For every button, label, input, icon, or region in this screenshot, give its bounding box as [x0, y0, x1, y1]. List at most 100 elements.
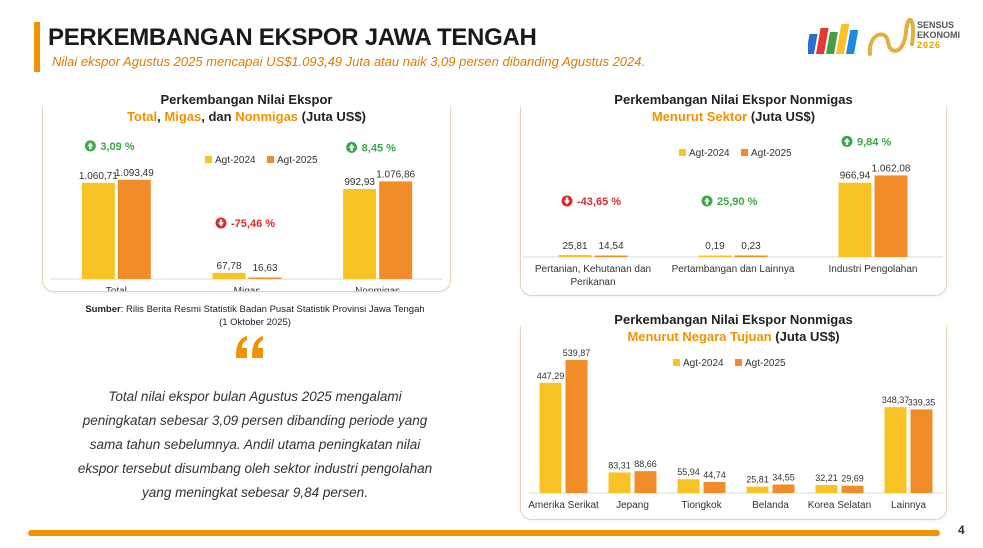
x-tick-label: Industri Pengolahan	[829, 264, 918, 275]
bar-total-agt-2024	[81, 182, 115, 279]
bar-tiongkok-agt-2025	[703, 481, 726, 493]
data-label: 0,19	[705, 241, 725, 252]
chart-title: Perkembangan Nilai Ekspor Nonmigas Menur…	[521, 311, 946, 345]
chart-panel-sektor: Perkembangan Nilai Ekspor Nonmigas Menur…	[520, 91, 947, 296]
change-arrow-icon	[564, 197, 570, 205]
bar-lainnya-agt-2024	[884, 407, 907, 493]
bar-pertambangan-dan-lainnya-agt-2024	[698, 255, 732, 257]
legend-label-agt-2024: Agt-2024	[689, 148, 730, 159]
bar-pertanian-kehutanan-dan-perikanan-agt-2025	[594, 255, 628, 257]
data-label: 29,69	[841, 474, 864, 484]
bar-korea-selatan-agt-2025	[841, 485, 864, 493]
quote-icon	[236, 336, 263, 358]
change-arrow-icon	[87, 142, 94, 150]
x-tick-label: Migas	[234, 286, 261, 291]
data-label: 44,74	[703, 470, 726, 480]
footer-bar	[28, 530, 940, 536]
bar-amerika-serikat-agt-2024	[539, 382, 562, 493]
data-label: 1.062,08	[872, 163, 911, 174]
page-subtitle: Nilai ekspor Agustus 2025 mencapai US$1.…	[52, 54, 646, 69]
chart-panel-total: Perkembangan Nilai Ekspor Total, Migas, …	[42, 91, 451, 292]
sensus-ekonomi-logo-icon	[808, 17, 916, 56]
change-arrow-icon	[704, 197, 710, 205]
bar-amerika-serikat-agt-2025	[565, 359, 588, 493]
change-label: 9,84 %	[857, 136, 891, 148]
change-label: 3,09 %	[100, 141, 134, 153]
change-arrow-icon	[218, 219, 224, 227]
change-arrow-icon	[348, 143, 355, 151]
legend-label-agt-2025: Agt-2025	[745, 358, 786, 369]
legend-label-agt-2025: Agt-2025	[277, 155, 318, 166]
data-label: 1.060,71	[79, 171, 118, 182]
legend-label-agt-2025: Agt-2025	[751, 148, 792, 159]
data-label: 34,55	[772, 472, 795, 482]
title-accent-bar	[34, 22, 40, 72]
change-arrow-icon	[844, 137, 850, 145]
legend-swatch-agt-2024	[205, 156, 212, 163]
chart-title: Perkembangan Nilai Ekspor Nonmigas Menur…	[521, 91, 946, 125]
data-label: 16,63	[252, 263, 277, 274]
x-tick-label: Lainnya	[891, 500, 926, 511]
x-tick-label: Tiongkok	[681, 500, 722, 511]
x-tick-label: Pertanian, Kehutanan dan	[535, 264, 651, 275]
data-label: 83,31	[608, 460, 631, 470]
bar-belanda-agt-2024	[746, 486, 769, 493]
data-label: 0,23	[741, 241, 761, 252]
source-note: Sumber: Rilis Berita Resmi Statistik Bad…	[85, 304, 425, 328]
bar-belanda-agt-2025	[772, 484, 795, 493]
chart-sektor: Agt-2024 Agt-2025 25,81 14,54 Pertanian, Keh…	[523, 135, 943, 288]
legend-label-agt-2024: Agt-2024	[215, 155, 256, 166]
bar-pertanian-kehutanan-dan-perikanan-agt-2024	[558, 255, 592, 257]
x-tick-label: Perikanan	[570, 277, 615, 288]
data-label: 88,66	[634, 459, 657, 469]
change-label: -75,46 %	[231, 218, 275, 230]
bar-tiongkok-agt-2024	[677, 479, 700, 493]
logo-text: SENSUS EKONOMI 2026	[917, 20, 961, 50]
bar-nonmigas-agt-2024	[343, 188, 377, 279]
x-tick-label: Nonmigas	[355, 286, 400, 291]
bar-nonmigas-agt-2025	[379, 181, 413, 279]
summary-quote: Total nilai ekspor bulan Agustus 2025 me…	[77, 389, 433, 500]
x-tick-label: Pertambangan dan Lainnya	[672, 264, 795, 275]
chart-negara-tujuan: Agt-2024 Agt-2025 447,29 539,87 Amerika Seri…	[528, 348, 943, 511]
data-label: 25,81	[562, 241, 587, 252]
bar-pertambangan-dan-lainnya-agt-2025	[734, 255, 768, 257]
change-label: 8,45 %	[362, 142, 396, 154]
data-label: 539,87	[563, 348, 591, 358]
data-label: 447,29	[537, 371, 565, 381]
bar-migas-agt-2025	[248, 277, 282, 279]
chart-total-migas-nonmigas: Agt-2024 Agt-2025 1.060,711.093,49 Total 3,0…	[51, 140, 443, 291]
bar-jepang-agt-2025	[634, 471, 657, 493]
bar-jepang-agt-2024	[608, 472, 631, 493]
data-label: 992,93	[344, 177, 375, 188]
change-label: -43,65 %	[577, 196, 621, 208]
legend-label-agt-2024: Agt-2024	[683, 358, 724, 369]
legend-swatch-agt-2024	[679, 149, 686, 156]
chart-panel-negara: Perkembangan Nilai Ekspor Nonmigas Menur…	[520, 311, 947, 520]
x-tick-label: Belanda	[752, 500, 789, 511]
data-label: 25,81	[746, 475, 769, 485]
data-label: 348,37	[882, 395, 910, 405]
data-label: 1.093,49	[115, 168, 154, 179]
legend-swatch-agt-2025	[735, 359, 742, 366]
legend-swatch-agt-2024	[673, 359, 680, 366]
data-label: 67,78	[216, 261, 241, 272]
x-tick-label: Total	[106, 286, 127, 291]
data-label: 966,94	[840, 171, 871, 182]
x-tick-label: Jepang	[616, 500, 649, 511]
bar-industri-pengolahan-agt-2025	[874, 175, 908, 257]
data-label: 1.076,86	[376, 169, 415, 180]
legend-swatch-agt-2025	[267, 156, 274, 163]
chart-title: Perkembangan Nilai Ekspor Total, Migas, …	[43, 91, 450, 125]
page-title: PERKEMBANGAN EKSPOR JAWA TENGAH	[48, 24, 537, 51]
bar-korea-selatan-agt-2024	[815, 485, 838, 493]
change-label: 25,90 %	[717, 196, 758, 208]
data-label: 32,21	[815, 473, 838, 483]
bar-migas-agt-2024	[212, 272, 246, 279]
legend-swatch-agt-2025	[741, 149, 748, 156]
data-label: 14,54	[598, 241, 623, 252]
bar-total-agt-2025	[117, 179, 151, 279]
x-tick-label: Korea Selatan	[808, 500, 871, 511]
bar-lainnya-agt-2025	[910, 409, 933, 493]
bar-industri-pengolahan-agt-2024	[838, 182, 872, 257]
